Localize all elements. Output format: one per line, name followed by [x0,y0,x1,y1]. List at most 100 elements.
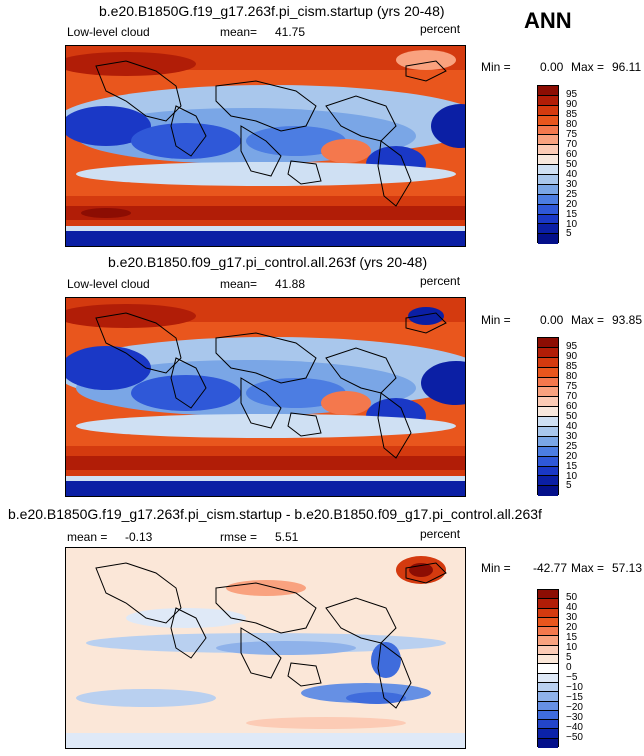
panel1-tick: 85 [566,109,578,120]
panel1-title: b.e20.B1850G.f19_g17.263f.pi_cism.startu… [99,3,445,19]
panel1-tick: 75 [566,129,578,140]
panel1-tick: 30 [566,179,578,190]
panel1-colorbar-swatch [538,105,558,116]
panel2-mean-value: 41.88 [275,277,306,291]
panel3-tick: −30 [566,712,583,723]
panel2-colorbar [537,337,559,497]
panel1-tick: 70 [566,139,578,150]
panel1-colorbar-swatch [538,165,558,176]
panel1-colorbar-swatch [538,125,558,136]
panel2-colorbar-swatch [538,338,558,348]
panel3-colorbar-swatch [538,627,558,637]
panel2-mean-label: mean= [220,277,258,291]
panel1-mean-value: 41.75 [275,25,306,39]
panel1-tick: 60 [566,149,578,160]
panel3-tick: −15 [566,692,583,703]
panel1-tick: 95 [566,89,578,100]
panel3-map-svg [66,548,465,748]
panel3-tick: −50 [566,732,583,743]
panel2-colorbar-swatch [538,407,558,418]
panel1-colorbar [537,85,559,245]
panel1-tick: 20 [566,199,578,210]
panel1-colorbar-swatch [538,234,558,245]
panel2-colorbar-swatch [538,377,558,388]
panel3-tick: −5 [566,672,578,683]
panel2-max-label: Max = [571,313,605,327]
panel3-mean-label: mean = [67,530,108,544]
panel3-tick: 10 [566,642,578,653]
panel3-tick: 15 [566,632,578,643]
panel1-min-label: Min = [481,60,511,74]
panel3-colorbar-swatch [538,720,558,730]
panel1-mean-label: mean= [220,25,258,39]
panel2-tick: 10 [566,471,578,482]
panel1-field-label: Low-level cloud [67,25,150,39]
panel3-colorbar-swatch [538,590,558,600]
panel2-colorbar-swatch [538,387,558,398]
panel3-colorbar-swatch [538,655,558,665]
panel1-colorbar-swatch [538,224,558,235]
panel2-colorbar-swatch [538,476,558,487]
panel2-colorbar-swatch [538,486,558,497]
panel3-colorbar-swatch [538,710,558,721]
panel2-tick: 85 [566,361,578,372]
panel1-tick: 15 [566,209,578,220]
panel3-tick: 30 [566,612,578,623]
panel3-max-value: 57.13 [612,561,643,575]
panel2-tick: 75 [566,381,578,392]
panel2-tick: 90 [566,351,578,362]
panel2-tick: 60 [566,401,578,412]
panel3-colorbar-swatch [538,701,558,711]
panel3-colorbar-swatch [538,729,558,739]
panel3-tick: 50 [566,592,578,603]
panel2-colorbar-swatch [538,466,558,477]
panel3-colorbar-swatch [538,664,558,674]
panel3-colorbar-swatch [538,673,558,683]
panel3-colorbar-swatch [538,608,558,618]
panel2-colorbar-swatch [538,436,558,447]
panel2-tick: 40 [566,421,578,432]
panel3-colorbar [537,589,559,749]
panel3-map [65,547,466,749]
panel1-colorbar-swatch [538,204,558,215]
panel2-map [65,297,466,497]
panel2-min-value: 0.00 [540,313,564,327]
panel3-colorbar-swatch [538,645,558,656]
panel2-tick: 50 [566,411,578,422]
panel2-field-label: Low-level cloud [67,277,150,291]
panel2-colorbar-swatch [538,397,558,408]
panel1-colorbar-swatch [538,155,558,166]
panel3-rmse-value: 5.51 [275,530,299,544]
panel2-title: b.e20.B1850.f09_g17.pi_control.all.263f … [108,254,428,270]
panel3-tick: 5 [566,652,572,663]
panel1-tick: 80 [566,119,578,130]
panel1-max-value: 96.11 [612,60,642,74]
panel3-title: b.e20.B1850G.f19_g17.263f.pi_cism.startu… [8,506,542,522]
panel1-colorbar-swatch [538,194,558,205]
panel2-tick: 95 [566,341,578,352]
panel2-tick: 70 [566,391,578,402]
panel1-tick: 90 [566,99,578,110]
panel2-tick: 30 [566,431,578,442]
panel2-min-label: Min = [481,313,511,327]
panel1-map-svg [66,46,465,246]
panel3-min-label: Min = [481,561,511,575]
panel1-colorbar-swatch [538,145,558,156]
panel3-tick: −10 [566,682,583,693]
panel2-tick: 15 [566,461,578,472]
panel2-colorbar-swatch [538,456,558,467]
panel2-tick: 5 [566,480,572,491]
season-label: ANN [524,8,572,33]
panel1-colorbar-swatch [538,135,558,146]
panel3-min-value: -42.77 [533,561,568,575]
panel2-tick: 20 [566,451,578,462]
panel1-colorbar-swatch [538,184,558,195]
panel2-colorbar-swatch [538,417,558,428]
panel1-colorbar-swatch [538,214,558,225]
panel1-max-label: Max = [571,60,605,74]
panel3-units: percent [420,527,461,541]
panel3-tick: 0 [566,662,572,673]
panel1-tick: 40 [566,169,578,180]
panel3-colorbar-swatch [538,682,558,693]
panel1-colorbar-swatch [538,95,558,106]
